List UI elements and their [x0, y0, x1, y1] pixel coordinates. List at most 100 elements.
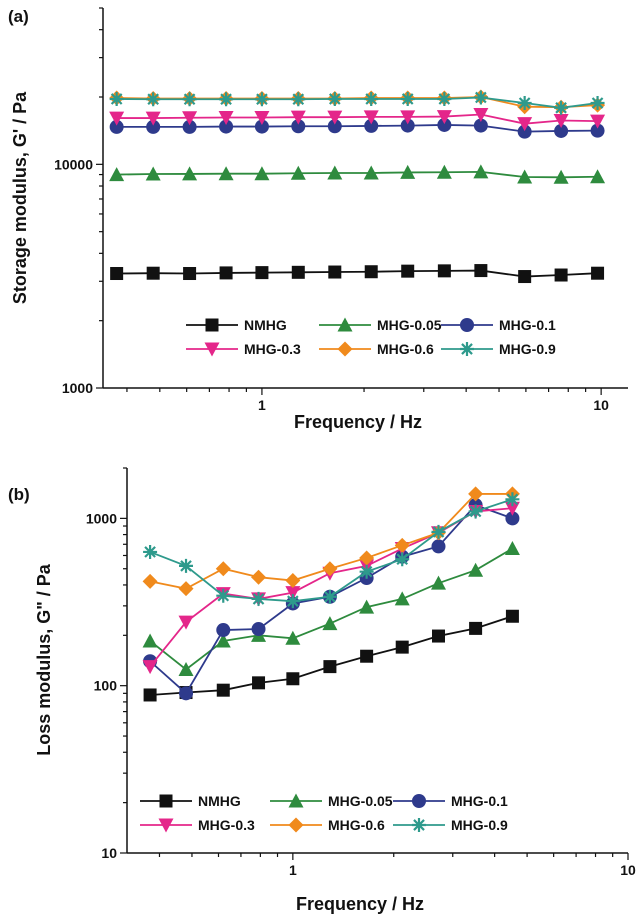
- data-point: [110, 267, 124, 281]
- data-point: [322, 616, 338, 631]
- data-point: [364, 91, 379, 106]
- data-point: [142, 660, 158, 675]
- x-tick-label: 10: [593, 397, 609, 413]
- data-point: [215, 561, 231, 577]
- legend-marker: [460, 318, 474, 332]
- data-point: [215, 633, 231, 648]
- legend-item: MHG-0.3: [186, 341, 301, 357]
- legend-item: MHG-0.05: [270, 793, 393, 809]
- data-point: [219, 92, 234, 107]
- data-point: [327, 91, 342, 106]
- legend-label: MHG-0.3: [244, 341, 301, 357]
- data-point: [218, 110, 234, 125]
- data-point: [517, 169, 533, 184]
- data-point: [401, 264, 415, 278]
- x-tick-label: 1: [289, 862, 297, 878]
- data-point: [252, 676, 266, 690]
- data-point: [290, 165, 306, 180]
- data-point: [591, 266, 605, 280]
- data-point: [219, 266, 233, 280]
- data-point: [504, 501, 520, 516]
- data-point: [590, 96, 605, 111]
- legend-item: MHG-0.9: [441, 341, 556, 357]
- data-point: [178, 661, 194, 676]
- legend-label: MHG-0.9: [451, 817, 508, 833]
- data-point: [322, 589, 337, 604]
- data-point: [145, 111, 161, 126]
- series-MHG-0.05: [142, 541, 520, 676]
- panel-label: (a): [8, 7, 29, 26]
- data-point: [395, 552, 410, 567]
- legend-item: MHG-0.6: [270, 817, 385, 833]
- data-point: [590, 169, 606, 184]
- tick-marks: [96, 7, 602, 395]
- data-point: [394, 591, 410, 606]
- data-point: [218, 166, 234, 181]
- data-point: [254, 110, 270, 125]
- legend-marker: [158, 818, 174, 833]
- legend-label: MHG-0.3: [198, 817, 255, 833]
- x-tick-label: 10: [620, 862, 636, 878]
- legend: NMHG MHG-0.05 MHG-0.1 MHG-0.3 MHG-0.6 MHG-0.9: [186, 317, 556, 357]
- data-point: [146, 92, 161, 107]
- x-axis-title: Frequency / Hz: [296, 894, 424, 914]
- data-point: [179, 558, 194, 573]
- series-MHG-0.6: [142, 486, 520, 597]
- legend-item: NMHG: [186, 317, 287, 333]
- data-point: [554, 123, 569, 138]
- data-point: [400, 91, 415, 106]
- data-point: [109, 111, 125, 126]
- x-axis-title: Frequency / Hz: [294, 412, 422, 432]
- y-tick-label: 10000: [54, 156, 93, 172]
- data-point: [473, 118, 488, 133]
- data-point: [364, 118, 379, 133]
- data-point: [518, 270, 532, 284]
- chart-panel-1: (a) 1000 10000 1 10 Frequency / Hz Storage mod…: [8, 7, 628, 432]
- legend-label: MHG-0.6: [328, 817, 385, 833]
- data-point: [505, 609, 519, 623]
- data-point: [553, 169, 569, 184]
- data-point: [504, 541, 520, 556]
- data-point: [285, 594, 300, 609]
- series-line: [116, 113, 598, 125]
- data-point: [291, 92, 306, 107]
- data-point: [291, 119, 306, 134]
- legend-item: MHG-0.9: [393, 817, 508, 833]
- data-point: [400, 118, 415, 133]
- legend-marker: [205, 318, 219, 332]
- tick-marks: [120, 467, 629, 860]
- data-point: [437, 264, 451, 278]
- data-point: [254, 166, 270, 181]
- data-point: [182, 111, 198, 126]
- legend-marker: [337, 341, 353, 357]
- legend-item: MHG-0.05: [319, 317, 442, 333]
- data-point: [285, 586, 301, 601]
- data-point: [182, 92, 197, 107]
- legend-label: MHG-0.9: [499, 341, 556, 357]
- data-point: [437, 91, 452, 106]
- data-point: [431, 524, 446, 539]
- data-point: [254, 119, 269, 134]
- legend-item: MHG-0.1: [393, 793, 508, 809]
- legend-label: NMHG: [244, 317, 287, 333]
- data-point: [395, 640, 409, 654]
- legend: NMHG MHG-0.05 MHG-0.1 MHG-0.3 MHG-0.6 MHG-0.9: [140, 793, 508, 833]
- data-point: [323, 660, 337, 674]
- legend-item: MHG-0.1: [441, 317, 556, 333]
- series-line: [149, 498, 513, 603]
- data-point: [400, 164, 416, 179]
- data-point: [517, 96, 532, 111]
- data-point: [255, 266, 269, 280]
- data-point: [468, 562, 484, 577]
- series-MHG-0.9: [109, 90, 605, 115]
- data-point: [216, 588, 231, 603]
- legend-marker: [412, 794, 426, 808]
- data-point: [400, 110, 416, 125]
- data-point: [219, 119, 234, 134]
- data-point: [142, 633, 158, 648]
- data-point: [254, 92, 269, 107]
- data-point: [251, 591, 266, 606]
- data-point: [359, 550, 375, 566]
- data-point: [290, 110, 306, 125]
- series-line: [149, 507, 513, 668]
